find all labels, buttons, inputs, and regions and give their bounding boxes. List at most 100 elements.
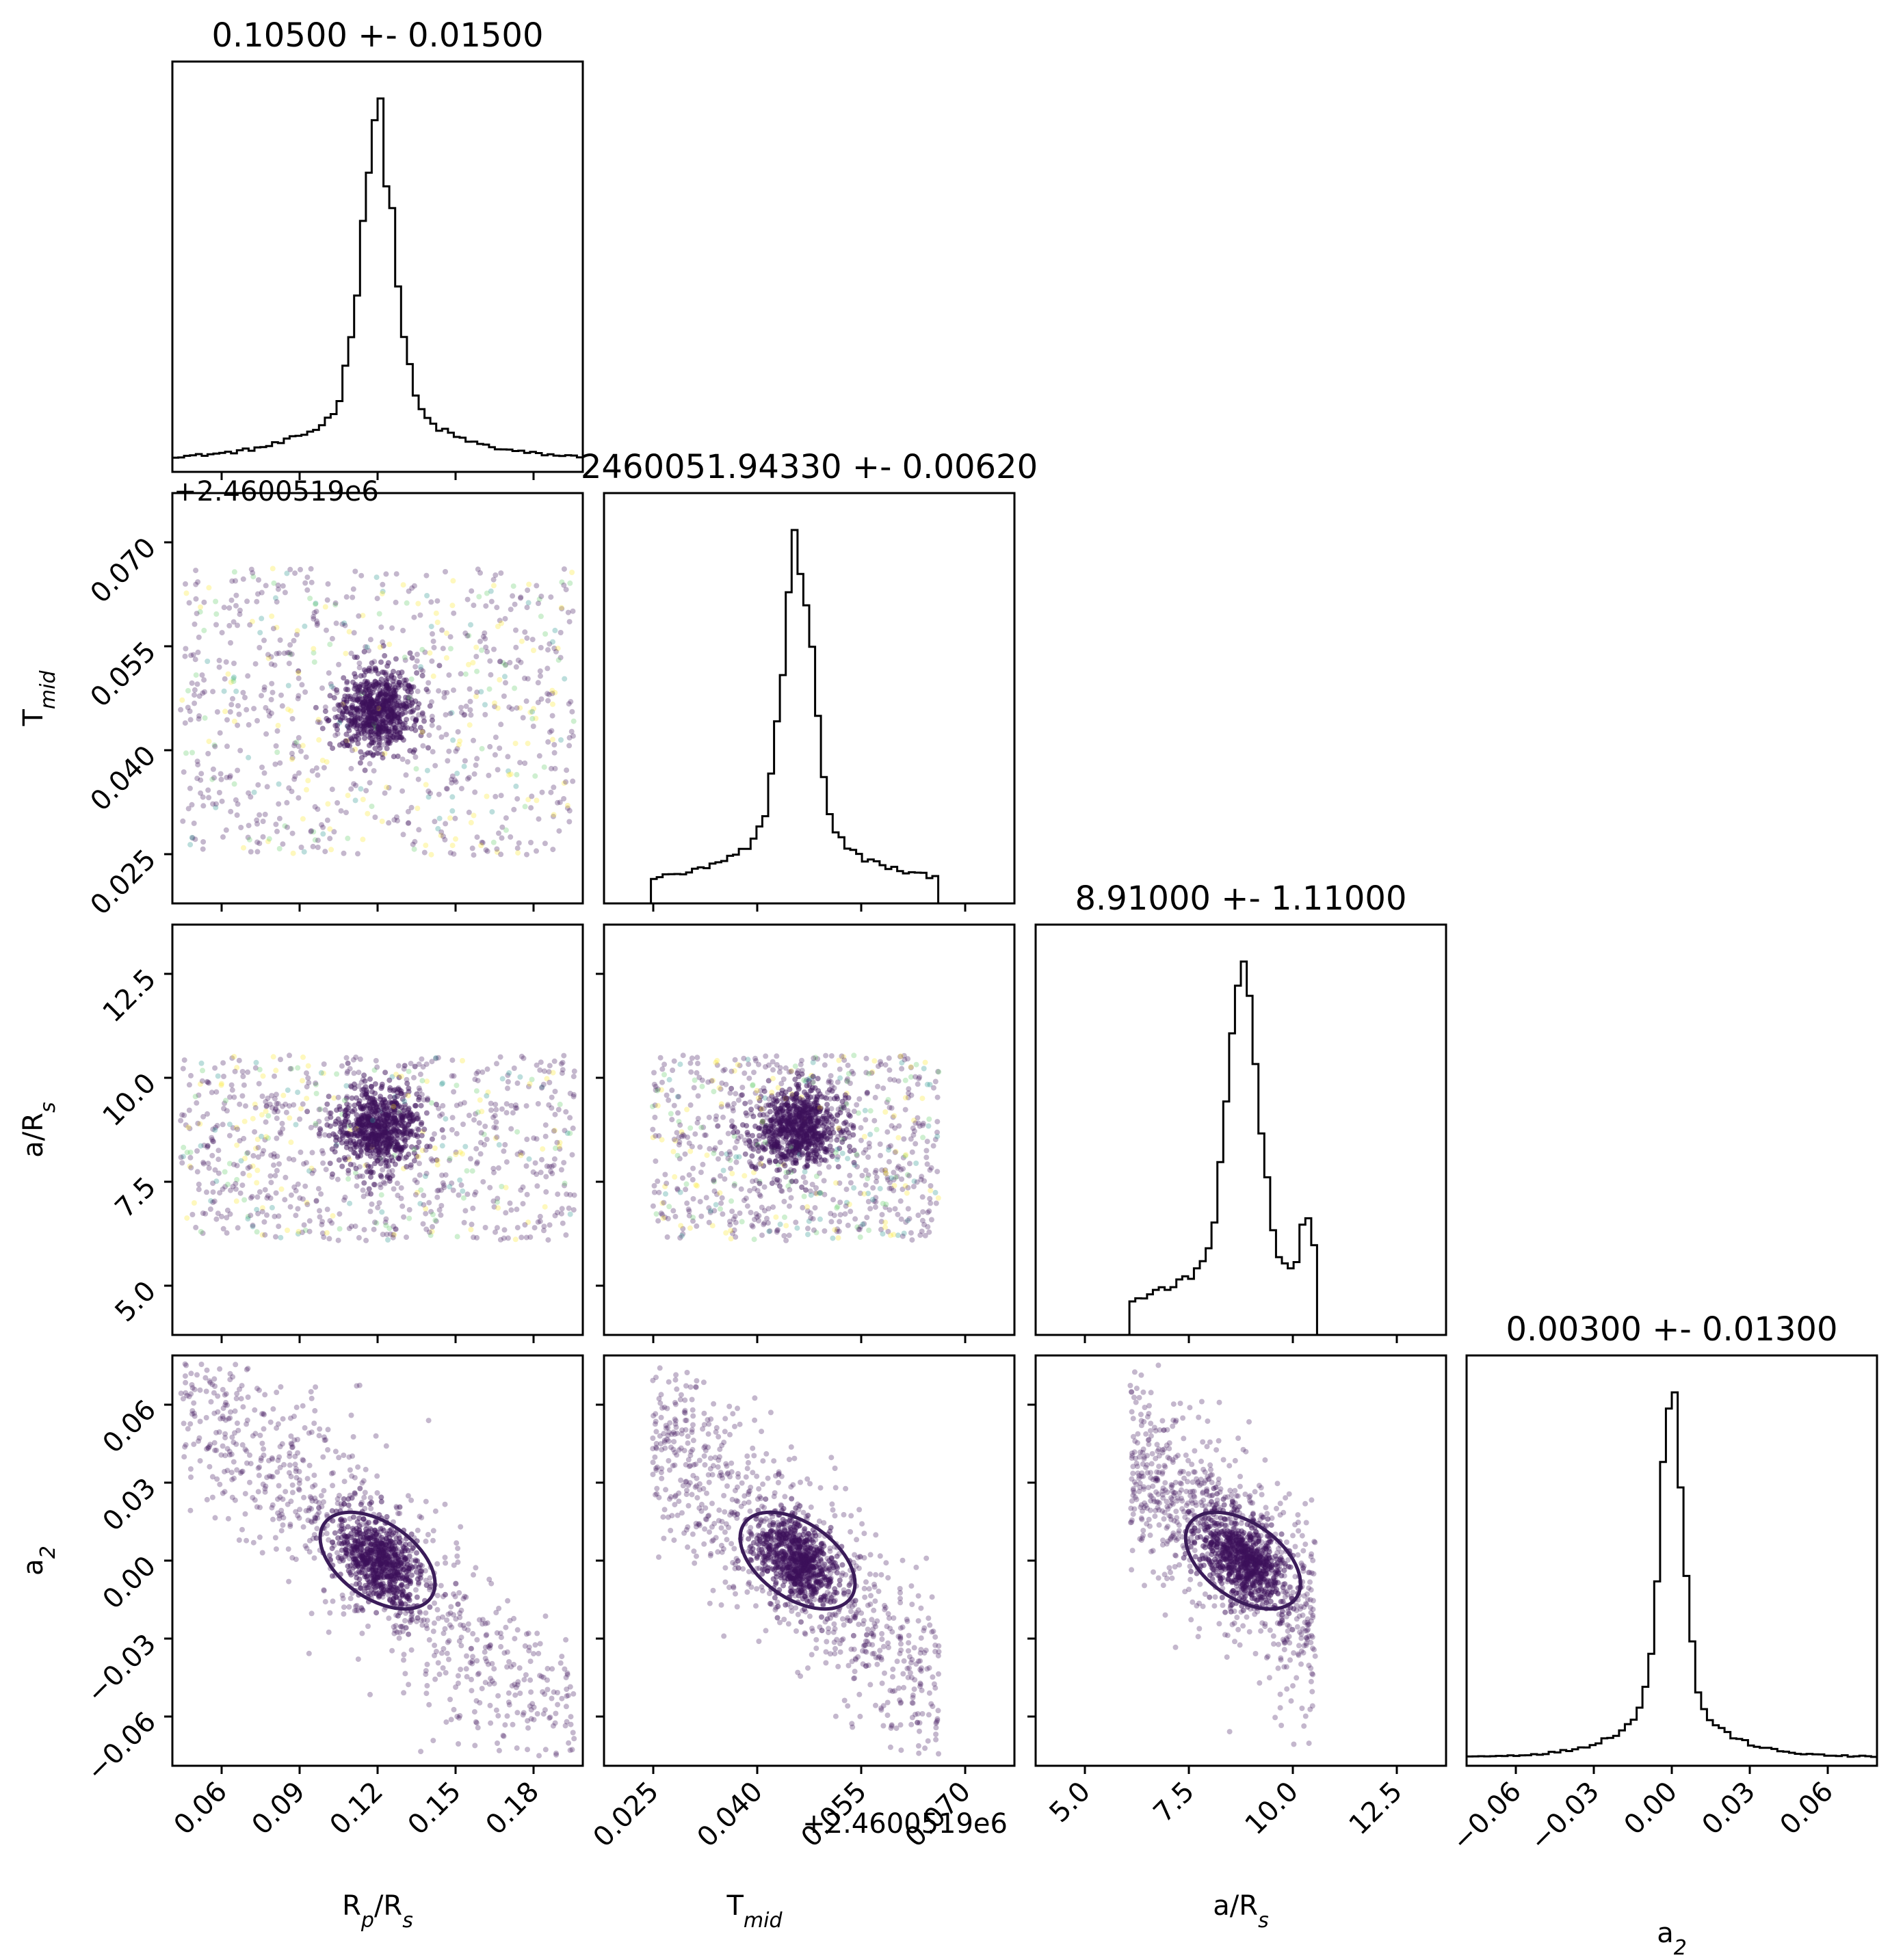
scatter-point <box>269 1104 275 1111</box>
scatter-point <box>895 1211 901 1217</box>
scatter-point <box>252 1104 259 1111</box>
scatter-point <box>757 1192 763 1198</box>
scatter-point <box>276 1213 282 1219</box>
scatter-point <box>451 610 457 616</box>
scatter-point <box>420 1221 426 1227</box>
scatter-point <box>689 1055 695 1061</box>
scatter-point <box>551 784 557 791</box>
scatter-point <box>380 708 386 714</box>
scatter-point <box>503 1624 509 1630</box>
scatter-point <box>531 648 536 653</box>
scatter-point <box>356 684 362 690</box>
scatter-point <box>423 1210 429 1217</box>
scatter-point <box>847 1081 853 1086</box>
scatter-point <box>477 1151 484 1157</box>
scatter-point <box>529 793 535 799</box>
scatter-point <box>310 1484 315 1489</box>
scatter-point <box>324 759 330 765</box>
scatter-point <box>409 1128 415 1134</box>
scatter-point <box>563 779 569 785</box>
scatter-point <box>726 1219 733 1225</box>
scatter-point <box>422 649 428 655</box>
scatter-point <box>222 708 228 715</box>
scatter-point <box>324 597 330 603</box>
scatter-point <box>263 704 269 711</box>
scatter-point <box>693 1182 699 1188</box>
scatter-point <box>228 808 234 815</box>
scatter-point <box>315 806 321 812</box>
scatter-point <box>889 1185 894 1191</box>
scatter-point <box>460 1058 465 1063</box>
scatter-point <box>390 1232 396 1238</box>
scatter-point <box>514 1105 520 1111</box>
scatter-point <box>223 659 229 665</box>
scatter-point <box>819 1094 825 1100</box>
scatter-point <box>324 1511 330 1518</box>
scatter-point <box>364 644 370 650</box>
scatter-point <box>711 1147 718 1153</box>
scatter-point <box>557 1139 563 1145</box>
scatter-point <box>421 1097 427 1103</box>
scatter-point <box>512 685 518 691</box>
scatter-point <box>245 673 251 679</box>
scatter-point <box>309 1519 315 1525</box>
scatter-point <box>484 1093 490 1099</box>
scatter-point <box>246 836 252 843</box>
scatter-point <box>352 1150 358 1156</box>
scatter-point <box>343 1095 350 1101</box>
scatter-point <box>205 1143 211 1149</box>
scatter-point <box>508 607 514 613</box>
scatter-point <box>527 1234 534 1240</box>
scatter-point <box>367 723 373 729</box>
scatter-point <box>829 1153 835 1159</box>
scatter-point <box>382 790 388 796</box>
scatter-point <box>760 1118 766 1124</box>
scatter-point <box>518 1152 524 1158</box>
scatter-point <box>373 1220 380 1226</box>
scatter-point <box>429 713 435 719</box>
scatter-point <box>733 1234 739 1240</box>
scatter-point <box>570 1094 577 1100</box>
scatter-point <box>417 724 423 730</box>
scatter-point <box>388 1141 394 1147</box>
scatter-point <box>713 1059 719 1065</box>
scatter-point <box>360 713 367 719</box>
scatter-point <box>228 1187 233 1193</box>
scatter-point <box>347 1200 353 1206</box>
scatter-point <box>353 1170 358 1176</box>
scatter-point <box>460 1151 465 1157</box>
scatter-point <box>343 650 349 657</box>
scatter-point <box>732 1057 738 1063</box>
scatter-point <box>423 1174 428 1179</box>
scatter-point <box>326 1236 332 1242</box>
scatter-point <box>273 743 279 749</box>
scatter-point <box>239 1093 246 1099</box>
scatter-point <box>715 1123 721 1129</box>
scatter-point <box>192 621 198 627</box>
scatter-point <box>720 1211 726 1217</box>
scatter-point <box>321 1438 328 1443</box>
scatter-point <box>666 1076 672 1083</box>
scatter-point <box>750 1113 757 1120</box>
scatter-point <box>872 1204 878 1210</box>
scatter-point <box>900 1233 906 1239</box>
scatter-point <box>567 1192 573 1197</box>
scatter-point <box>731 1182 737 1189</box>
scatter-point <box>241 1135 247 1141</box>
scatter-point <box>535 680 541 686</box>
scatter-point <box>750 1223 756 1230</box>
scatter-point <box>687 1060 694 1066</box>
scatter-points-a2-vs-rp <box>178 1361 577 1759</box>
scatter-point <box>260 1481 266 1487</box>
scatter-point <box>896 1123 902 1129</box>
scatter-point <box>183 1379 189 1386</box>
scatter-point <box>763 1064 768 1070</box>
scatter-point <box>548 765 554 771</box>
scatter-point <box>830 1197 836 1203</box>
scatter-point <box>382 692 389 698</box>
scatter-point <box>213 611 220 617</box>
scatter-point <box>412 754 419 760</box>
scatter-point <box>322 604 328 610</box>
scatter-point <box>200 690 206 696</box>
scatter-point <box>549 728 555 734</box>
